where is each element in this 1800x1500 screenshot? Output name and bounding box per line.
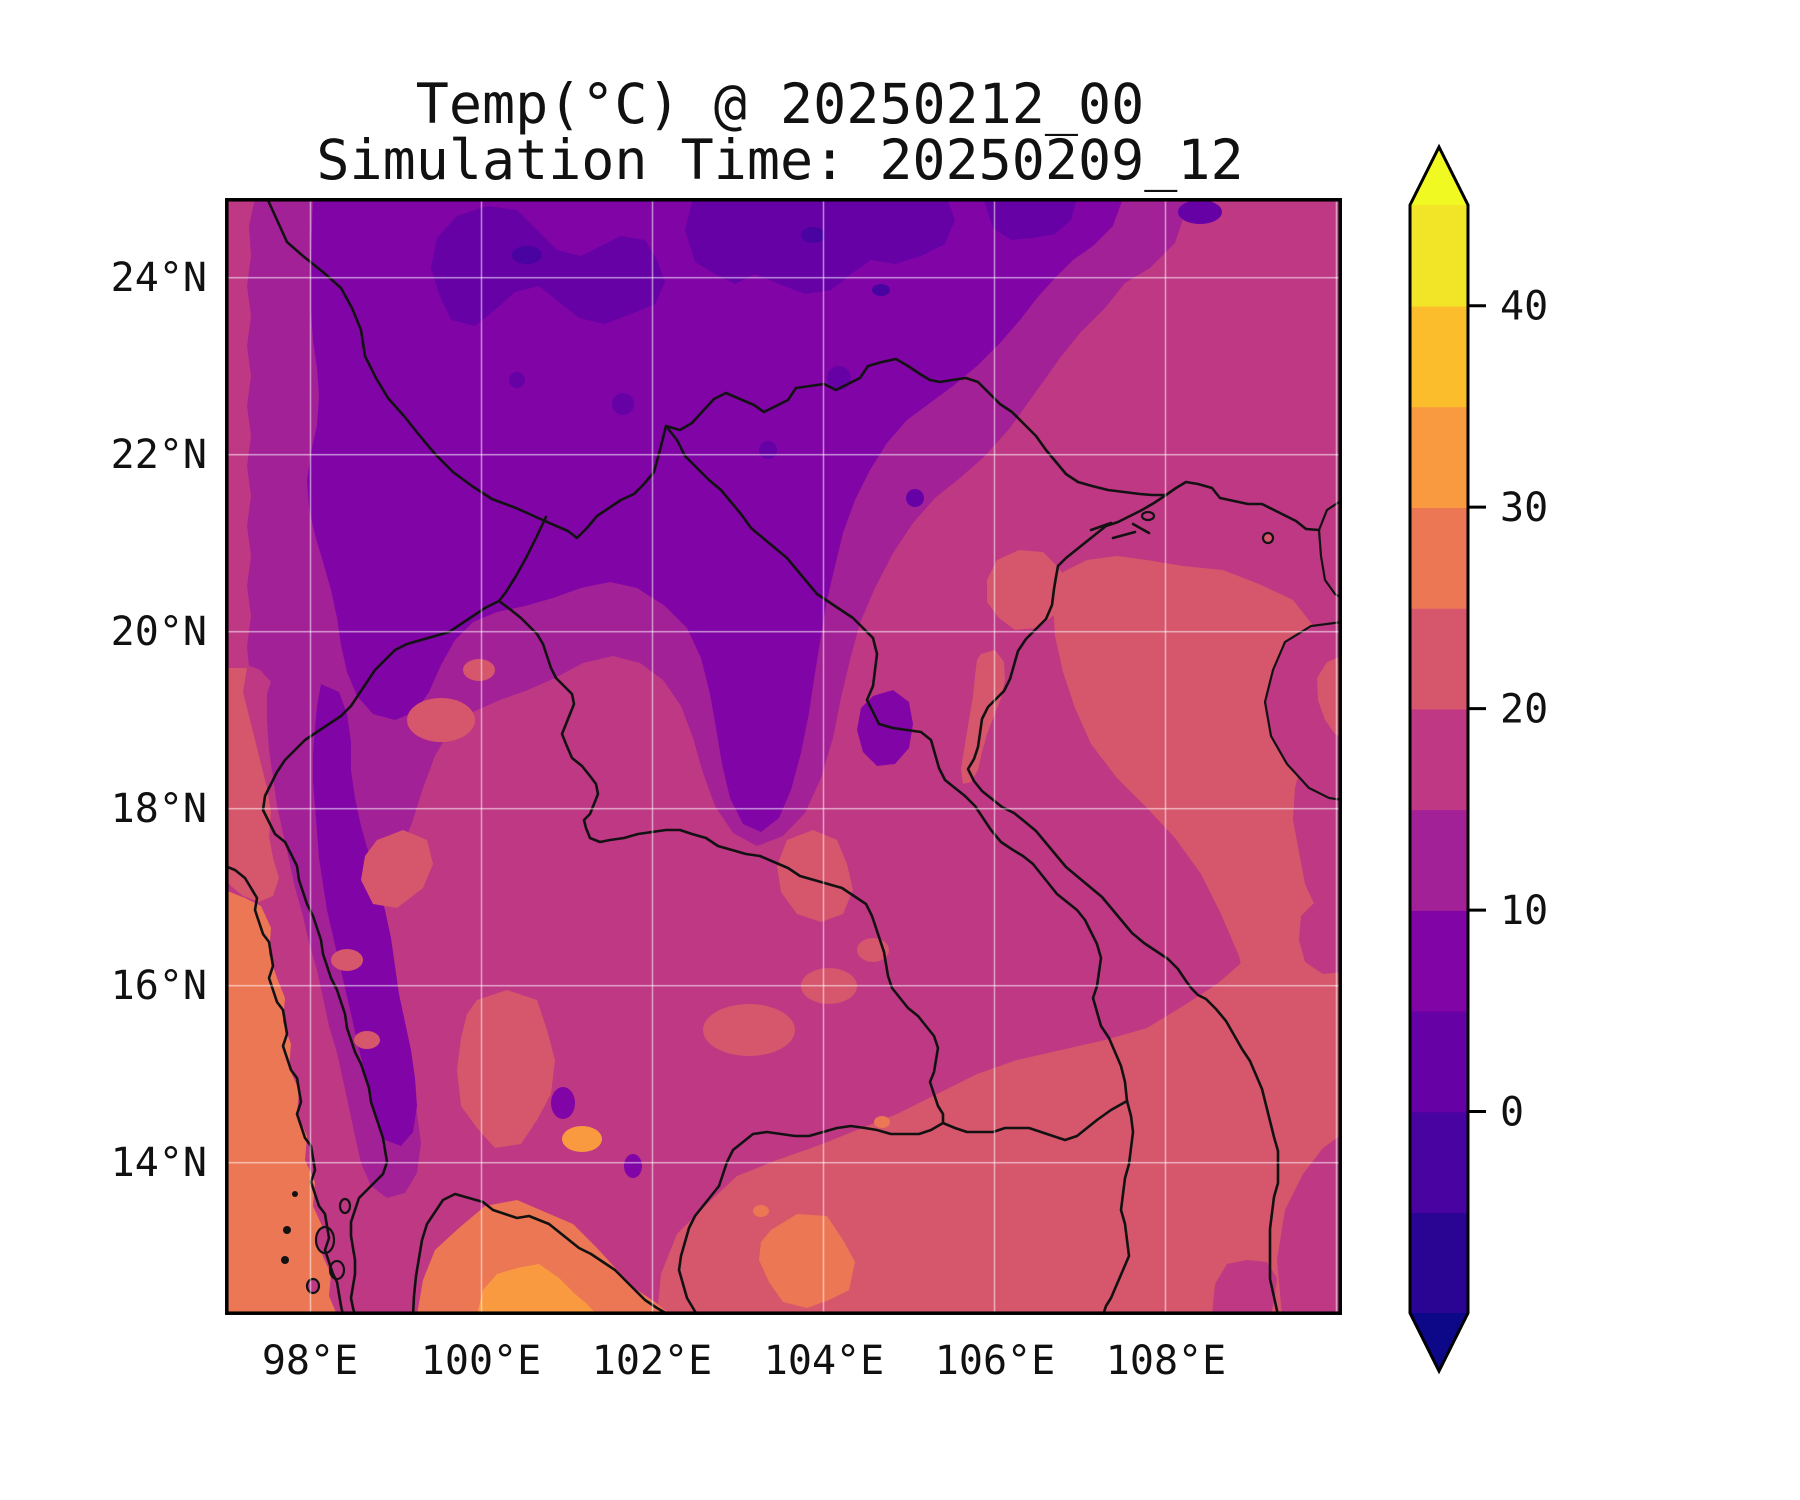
contour-region-20-25 <box>463 659 495 681</box>
colorbar-band-b20t25 <box>1410 607 1468 710</box>
contour-fill-layer <box>225 198 1342 1315</box>
contour-region--5-0 <box>512 246 542 264</box>
ytick-24n: 24°N <box>110 255 207 301</box>
islet-dot <box>283 1226 291 1234</box>
colorbar-band-bm10m5 <box>1410 1212 1468 1314</box>
colorbar-tick-label: 10 <box>1500 888 1548 934</box>
contour-region-5-10 <box>624 1154 642 1178</box>
contour-region-30-35 <box>562 1126 602 1152</box>
colorbar-band-b10t15 <box>1410 809 1468 911</box>
contour-region-25-30 <box>753 1205 769 1217</box>
colorbar-band-b25t30 <box>1410 507 1468 609</box>
colorbar-band-b30t35 <box>1410 406 1468 508</box>
contour-region-20-25 <box>777 830 853 922</box>
contour-region-0-5 <box>759 441 777 459</box>
contour-region-0-5 <box>906 489 924 507</box>
islet-dot <box>292 1191 298 1197</box>
country-border-laos-cambodia <box>941 1099 1129 1142</box>
contour-region-0-5 <box>612 393 634 415</box>
contour-region-30-35 <box>477 1264 597 1315</box>
coastline-gulf-of-thailand <box>411 1192 671 1315</box>
plot-title: Temp(°C) @ 20250212_00 <box>415 72 1145 136</box>
xtick-106e: 106°E <box>934 1338 1056 1384</box>
island <box>305 1277 321 1295</box>
colorbar-outline <box>1408 143 1470 1375</box>
xtick-100e: 100°E <box>420 1338 542 1384</box>
colorbar-over-arrow <box>1410 147 1468 205</box>
contour-region-5-10 <box>551 1087 575 1119</box>
contour-region-15-20 <box>1299 890 1342 974</box>
contour-region-15-20 <box>1277 1136 1342 1315</box>
contour-region-25-30 <box>874 1116 890 1128</box>
temperature-contour-map <box>225 198 1342 1315</box>
colorbar-band-b15t20 <box>1410 708 1468 811</box>
colorbar-band-b40t45 <box>1410 205 1468 307</box>
gridlines <box>225 198 1342 1315</box>
xtick-108e: 108°E <box>1105 1338 1227 1384</box>
map-frame <box>225 198 1342 1315</box>
colorbar-band-b0t5 <box>1410 1010 1468 1113</box>
colorbar-tick-label: 30 <box>1500 485 1548 531</box>
contour-region-0-5 <box>983 198 1077 240</box>
contour-region-20-25 <box>361 830 433 908</box>
contour-region-15-20 <box>1212 1260 1277 1315</box>
xtick-102e: 102°E <box>591 1338 713 1384</box>
colorbar-bands: 40 30 20 10 0 <box>1408 143 1548 1375</box>
contour-region-20-25 <box>331 949 363 971</box>
ytick-18n: 18°N <box>110 786 207 832</box>
colorbar: 40 30 20 10 0 <box>1408 143 1548 1375</box>
colorbar-band-bm5t0 <box>1410 1111 1468 1214</box>
xtick-98e: 98°E <box>261 1338 359 1384</box>
ytick-22n: 22°N <box>110 432 207 478</box>
plot-subtitle: Simulation Time: 20250209_12 <box>316 128 1244 192</box>
colorbar-band-b35t40 <box>1410 305 1468 408</box>
country-border-thailand-laos <box>497 515 945 1125</box>
contour-region--5-0 <box>801 227 825 243</box>
country-border-thailand-cambodia <box>677 1121 945 1315</box>
country-border-thailand-myanmar <box>261 599 501 1315</box>
ytick-14n: 14°N <box>110 1140 207 1186</box>
country-border-laos-vietnam <box>664 424 1129 1103</box>
coastline-vietnam <box>966 493 1280 1315</box>
contour-region--5-0 <box>872 284 890 296</box>
ytick-16n: 16°N <box>110 963 207 1009</box>
hainan-island <box>1263 620 1342 802</box>
contour-region-20-25 <box>703 1004 795 1056</box>
island <box>1261 531 1275 545</box>
colorbar-tick-label: 20 <box>1500 687 1548 733</box>
map-panel <box>225 198 1342 1315</box>
island <box>338 1197 352 1215</box>
ytick-20n: 20°N <box>110 609 207 655</box>
contour-region-0-5 <box>431 206 665 326</box>
xtick-104e: 104°E <box>763 1338 885 1384</box>
country-border-china <box>265 198 1321 540</box>
contour-region-0-5 <box>827 366 851 390</box>
contour-region-20-25 <box>225 618 279 902</box>
contour-region-20-25 <box>354 1031 380 1049</box>
contour-region-5-10 <box>313 684 417 1146</box>
contour-region-25-30-andaman <box>225 890 337 1315</box>
colorbar-band-b5t10 <box>1410 910 1468 1012</box>
contour-region-20-25 <box>407 698 475 742</box>
contour-region-25-30 <box>759 1214 855 1308</box>
colorbar-tick-label: 40 <box>1500 284 1548 330</box>
islet-dot <box>281 1256 289 1264</box>
island <box>1140 510 1156 522</box>
contour-region-0-5 <box>685 198 955 294</box>
coastline-myanmar <box>225 864 345 1315</box>
colorbar-under-arrow <box>1410 1313 1468 1371</box>
country-border-vietnam-cambodia <box>1101 1099 1135 1315</box>
colorbar-tick-label: 0 <box>1500 1090 1524 1136</box>
contour-region-15-20 <box>225 198 255 668</box>
contour-region-0-5 <box>1178 200 1222 224</box>
contour-region-5-10 <box>307 198 1123 832</box>
contour-region-25-30-gulf <box>417 1200 671 1315</box>
contour-region-0-5 <box>509 372 525 388</box>
